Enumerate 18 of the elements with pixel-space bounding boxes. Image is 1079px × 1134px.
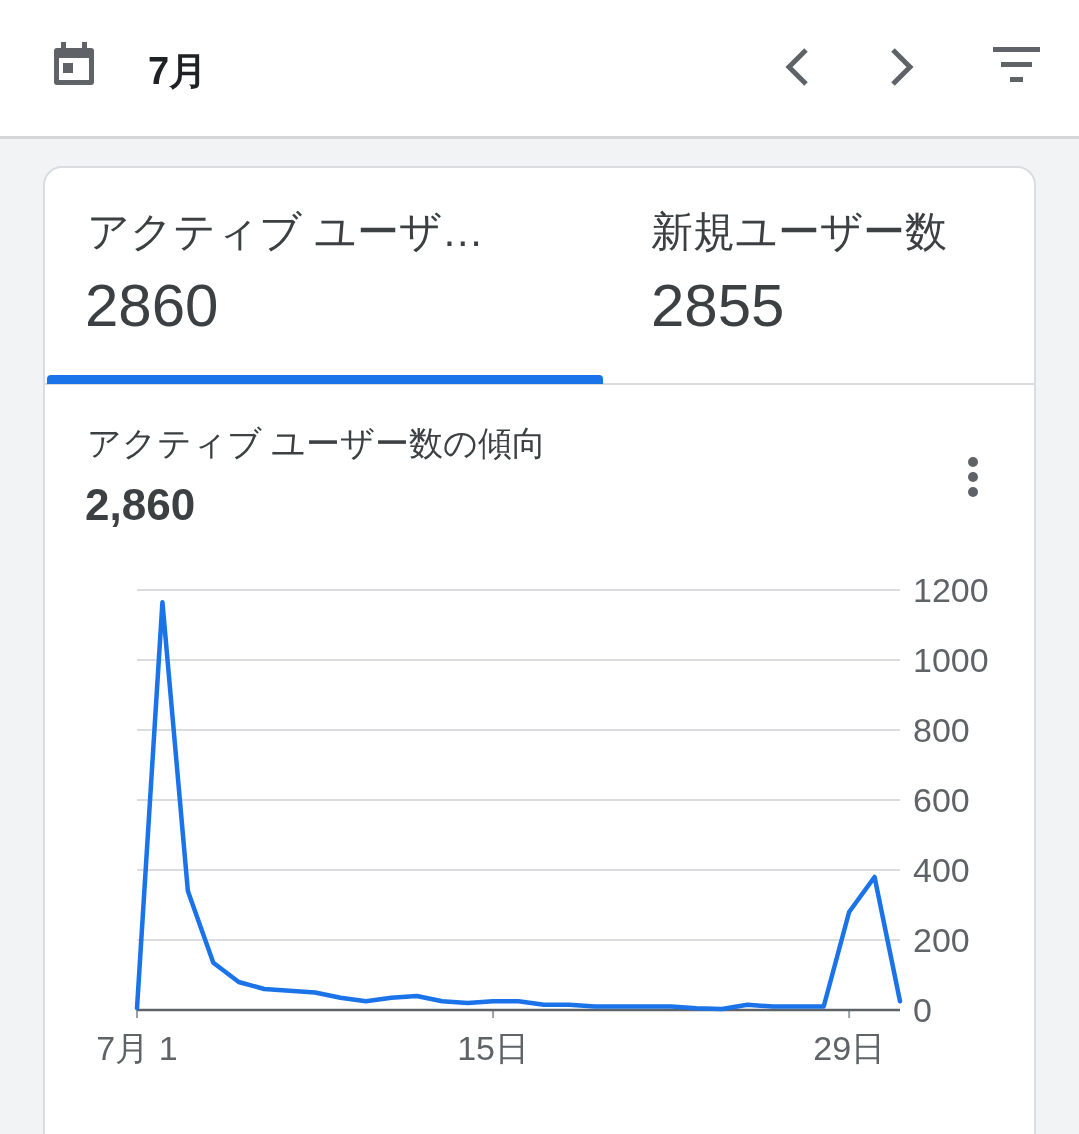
x-tick-label: 7月 1: [96, 1029, 178, 1067]
y-tick-label: 1000: [913, 641, 989, 679]
x-tick-label: 29日: [813, 1029, 886, 1067]
text: 7月: [148, 50, 208, 92]
text: 2855: [651, 272, 785, 339]
y-tick-label: 200: [913, 921, 970, 959]
chart-subtitle: 2,860: [85, 480, 196, 529]
x-tick-label: 15日: [457, 1029, 529, 1067]
y-tick-label: 400: [913, 851, 970, 889]
y-tick-label: 600: [913, 781, 970, 819]
chart-title: アクティブ ユーザー数の傾向: [87, 424, 547, 462]
text: 新規ユーザー数: [651, 208, 947, 255]
text: アクティブ ユーザ…: [87, 208, 484, 255]
y-tick-label: 800: [913, 711, 970, 749]
y-tick-label: 1200: [913, 571, 989, 609]
y-tick-label: 0: [913, 991, 932, 1029]
line-series: [134, 600, 903, 1012]
text: 2860: [85, 272, 219, 339]
